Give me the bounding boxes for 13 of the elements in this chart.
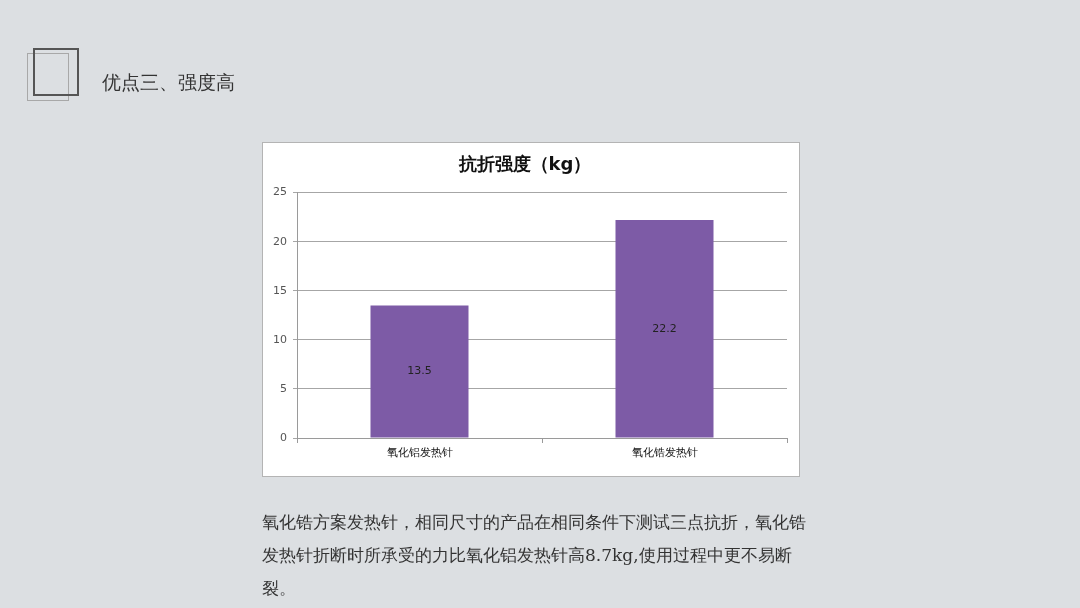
data-label: 22.2 bbox=[652, 321, 677, 335]
y-tick-label: 5 bbox=[280, 381, 287, 395]
x-tick-label: 氧化锆发热针 bbox=[631, 446, 698, 460]
y-tick-label: 10 bbox=[273, 332, 287, 346]
y-tick-label: 15 bbox=[273, 283, 287, 297]
x-tick-label: 氧化铝发热针 bbox=[386, 446, 453, 460]
y-tick-label: 0 bbox=[280, 430, 287, 444]
y-tick-label: 25 bbox=[273, 185, 287, 199]
y-tick-label: 20 bbox=[273, 234, 287, 248]
chart-title: 抗折强度（kg） bbox=[457, 153, 592, 175]
chart-subtitle: 优点三、强度高 bbox=[102, 70, 235, 95]
text: 氧化锆方案发热针，相同尺寸的产品在相同条件下测试三点抗折，氧化锆发热针折断时所承受的力比氧化铝发热针高8.7kg,使用过程中更不易断裂。 bbox=[262, 511, 807, 600]
data-label: 13.5 bbox=[407, 364, 432, 378]
